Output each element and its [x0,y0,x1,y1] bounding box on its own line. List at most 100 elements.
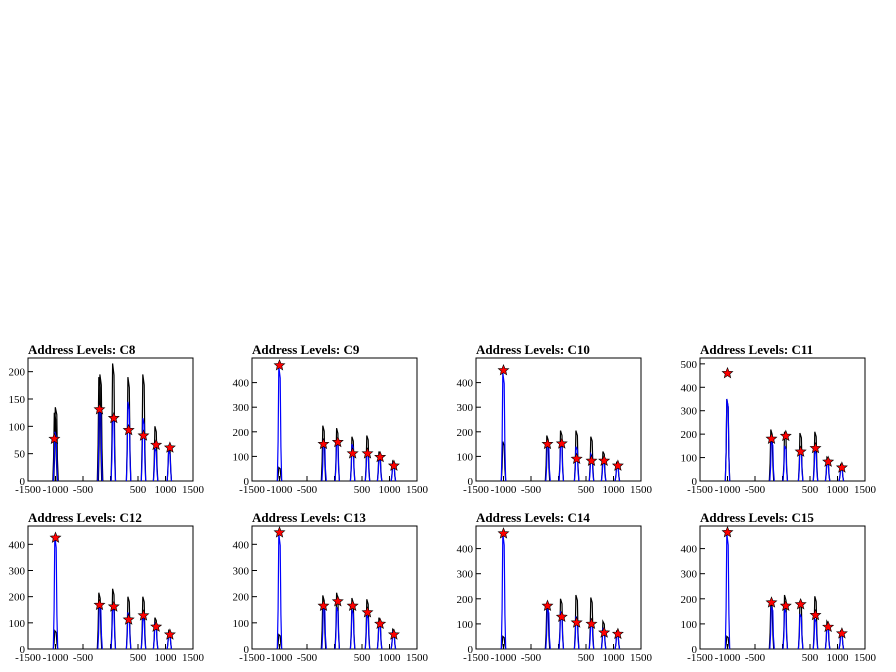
x-tick-label: -500 [745,652,766,664]
star-marker [779,429,792,442]
x-tick-label: -500 [73,652,94,664]
star-marker [374,450,387,463]
star-marker [150,620,163,632]
y-tick-label: 400 [9,539,26,551]
x-tick-label: -500 [521,652,542,664]
histogram-spike [545,608,551,650]
x-tick-label: -1000 [715,652,741,664]
x-tick-label: -1000 [43,652,69,664]
chart-title: Address Levels: C12 [28,510,142,525]
x-tick-label: -1500 [15,652,41,664]
x-tick-label: 1500 [854,652,877,664]
y-tick-label: 0 [244,476,250,488]
x-tick-label: 1000 [379,484,402,496]
star-marker [794,445,807,457]
x-tick-label: -500 [297,484,318,496]
x-tick-label: 1500 [182,484,205,496]
y-tick-label: 300 [233,402,250,414]
star-marker [822,620,835,633]
y-tick-label: 0 [468,644,474,656]
star-marker [387,459,400,471]
star-marker [585,617,598,629]
star-marker [48,432,61,445]
y-tick-label: 200 [9,367,26,379]
star-marker [163,628,176,640]
x-tick-label: -500 [745,484,766,496]
x-tick-label: 500 [354,484,371,496]
star-marker [150,438,163,451]
y-tick-label: 300 [9,565,26,577]
star-marker [555,437,568,449]
x-tick-label: 500 [130,484,147,496]
chart-panel: Address Levels: C13 0 100 200 300 400 -1500 -10… [233,510,429,664]
fit-markers [273,359,400,471]
histogram-spike [152,447,159,482]
star-marker [721,366,734,379]
histogram-spike [349,609,356,650]
star-marker [346,599,359,611]
histogram-spike [334,606,340,650]
star-marker [598,626,611,638]
star-marker [541,599,554,611]
histogram-spike [349,443,356,482]
x-tick-label: -1000 [491,484,517,496]
x-tick-label: -1000 [267,484,293,496]
star-marker [497,527,510,539]
y-tick-label: 0 [20,644,26,656]
x-tick-label: 1500 [406,652,429,664]
y-tick-label: 100 [681,619,698,631]
x-tick-label: 1000 [827,652,850,664]
y-tick-label: 300 [681,406,698,418]
y-tick-label: 0 [692,644,698,656]
chart-panel: Address Levels: C12 0 100 200 300 400 -1500 -10… [9,510,205,664]
histogram-spike [500,372,507,482]
histogram-spike [782,608,789,650]
y-tick-label: 200 [681,429,698,441]
y-tick-label: 400 [233,539,250,551]
y-tick-label: 0 [468,476,474,488]
star-marker [49,531,62,543]
chart-panel: Address Levels: C14 0 100 200 300 400 -1500 -10… [457,510,653,664]
histogram-spike [125,401,132,482]
fit-markers [273,526,400,640]
star-marker [387,628,400,640]
x-tick-label: 1500 [182,652,205,664]
chart-title: Address Levels: C15 [700,510,814,525]
fit-markers [48,403,176,453]
y-tick-label: 300 [233,565,250,577]
histogram-spike [276,533,283,650]
star-marker [611,627,624,640]
x-tick-label: 1000 [155,652,178,664]
star-marker [317,437,330,450]
x-tick-label: -1000 [43,484,69,496]
star-marker [541,437,554,450]
histogram-spike [52,431,59,482]
x-tick-label: -1000 [715,484,741,496]
y-tick-label: 100 [457,619,474,631]
y-tick-label: 300 [457,569,474,581]
y-tick-label: 200 [233,427,250,439]
y-tick-label: 100 [681,453,698,465]
y-tick-label: 0 [20,476,26,488]
x-tick-label: 500 [802,484,819,496]
x-tick-label: 1000 [827,484,850,496]
histogram-spike [812,618,819,650]
histogram-spike [769,440,775,482]
star-marker [331,435,344,448]
x-tick-label: -1500 [687,652,713,664]
star-marker [122,423,135,436]
x-tick-label: -1500 [463,484,489,496]
star-marker [361,606,374,618]
chart-panel: Address Levels: C8 0 50 100 150 200 -1500 -1000… [9,342,205,496]
x-tick-label: 1000 [603,484,626,496]
chart-title: Address Levels: C11 [700,342,813,357]
star-marker [137,429,150,441]
histogram-spike [724,398,731,482]
y-tick-label: 200 [457,427,474,439]
y-tick-label: 400 [457,378,474,390]
y-tick-label: 150 [9,394,26,406]
star-marker [107,411,120,424]
y-tick-label: 200 [681,594,698,606]
histogram-spike [573,446,580,482]
